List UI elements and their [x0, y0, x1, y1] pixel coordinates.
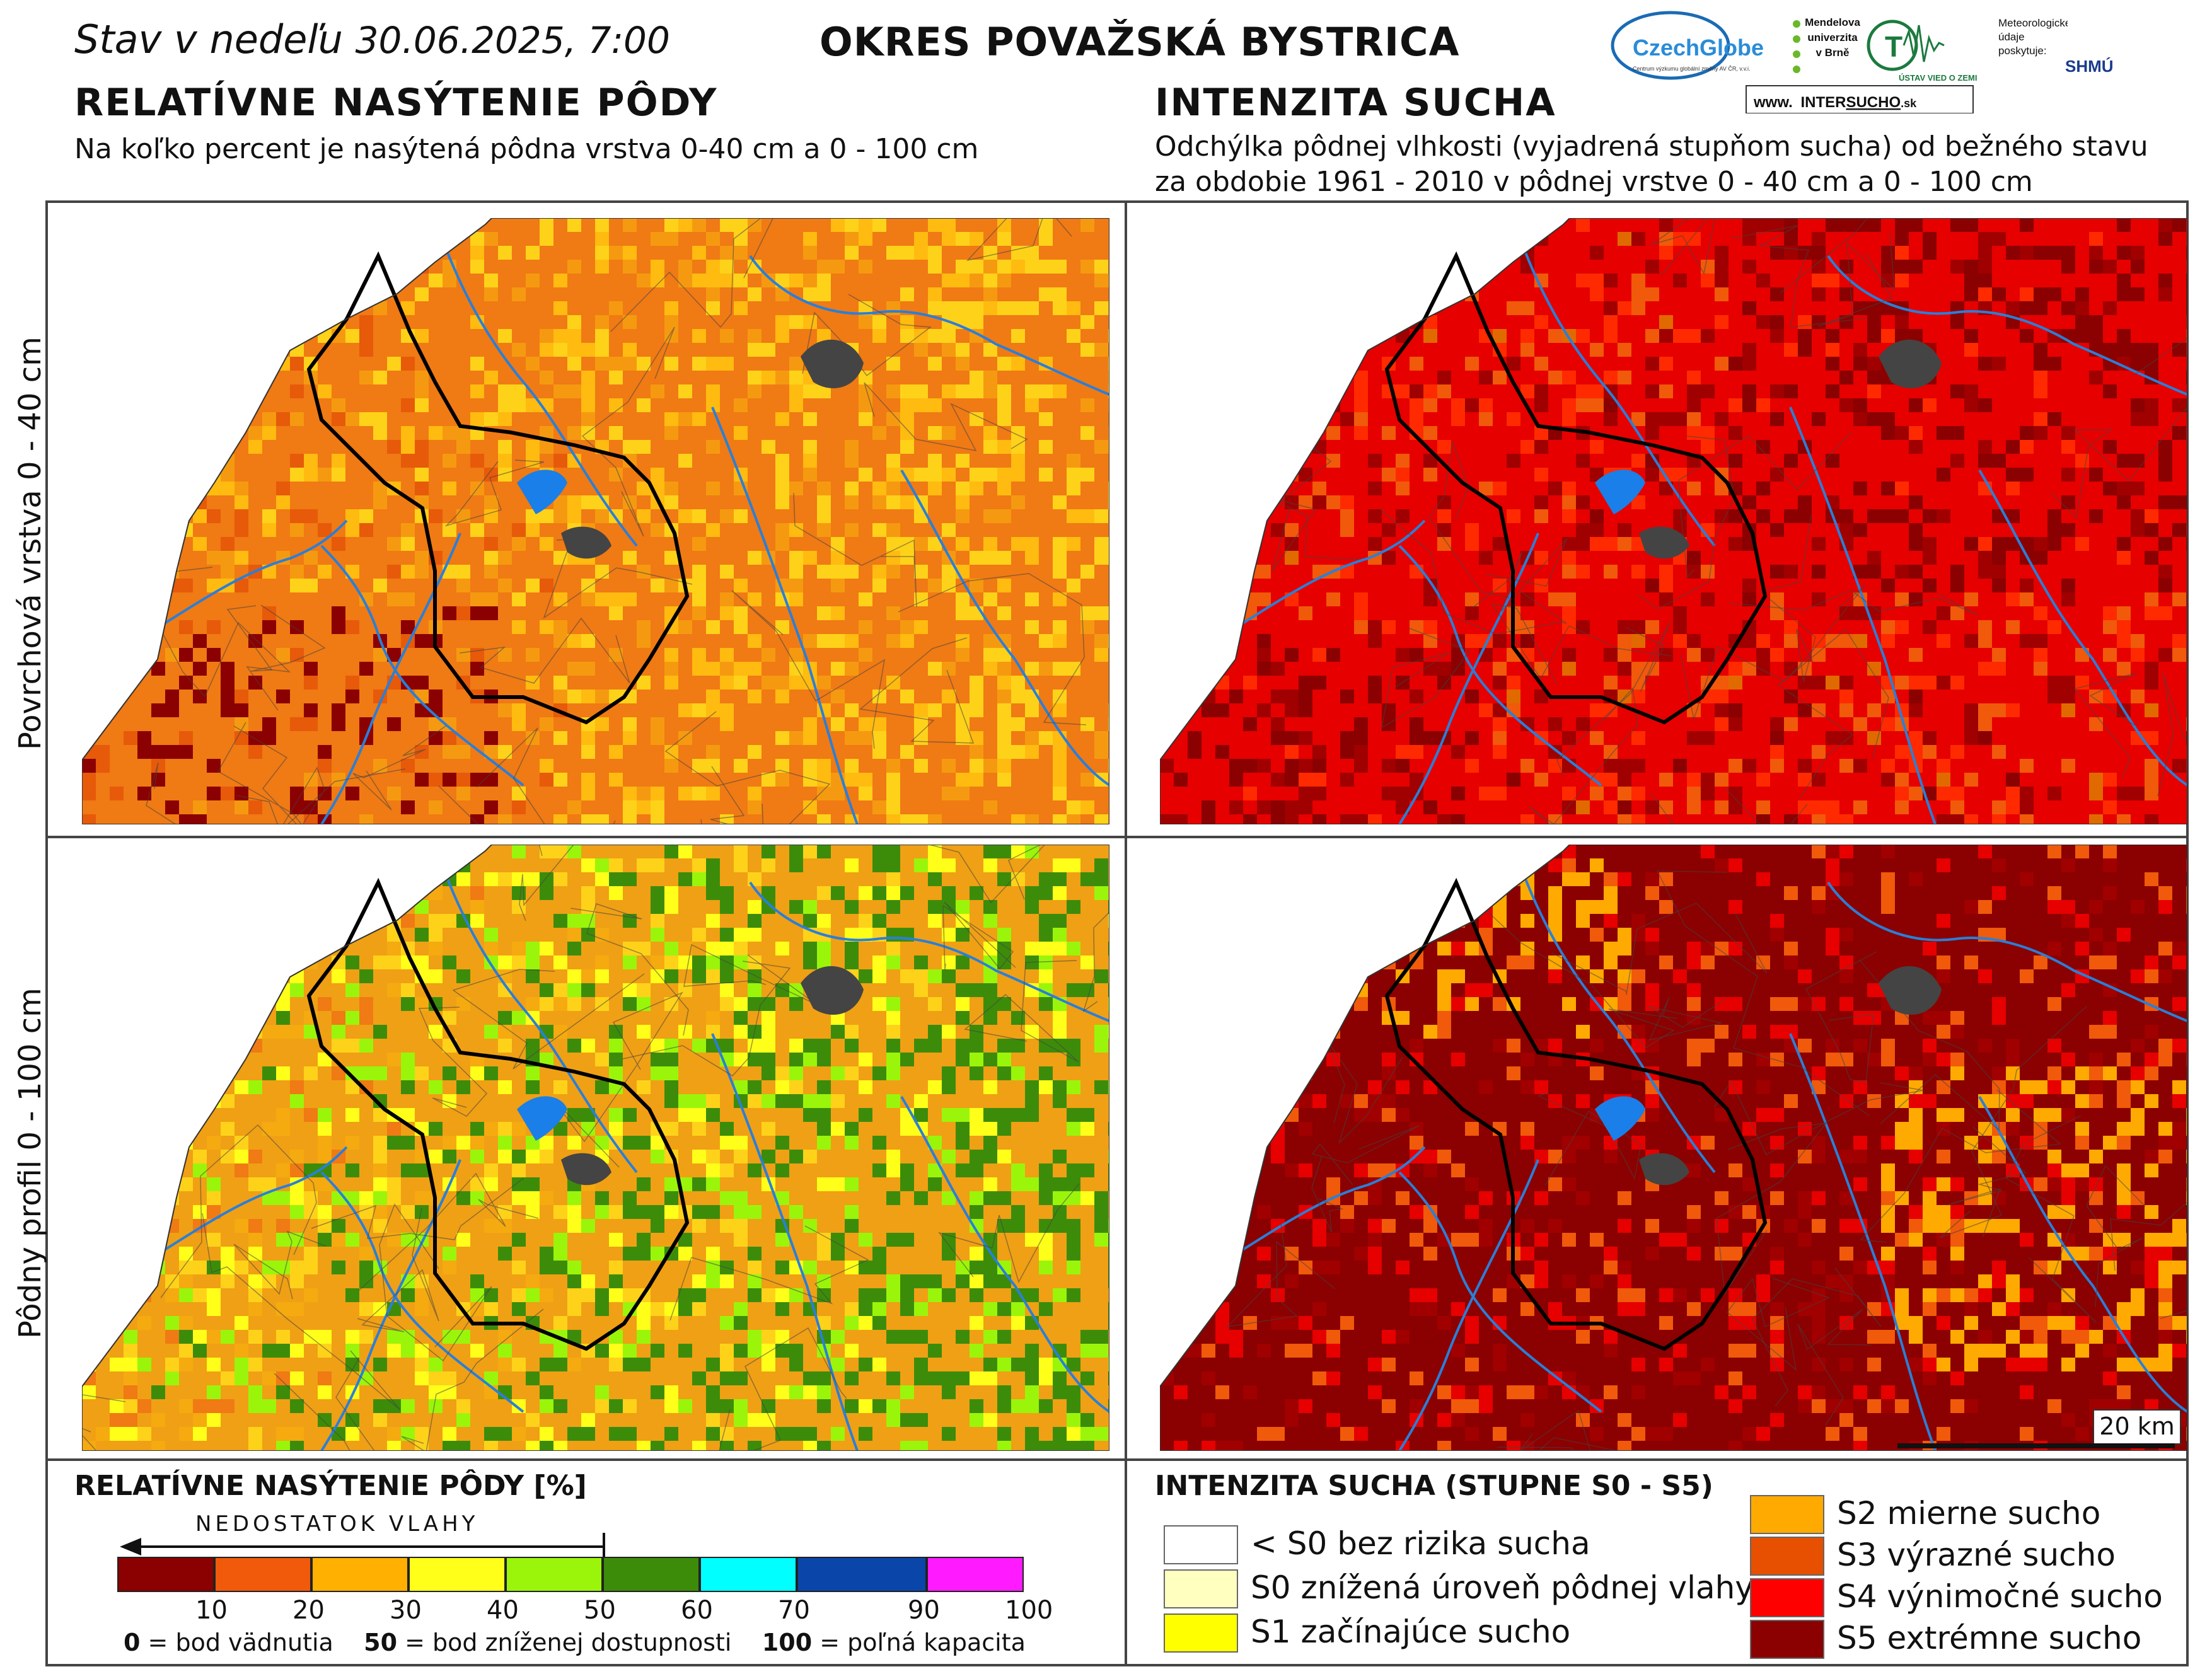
scale-cell: [506, 1557, 603, 1592]
scale-cell: [797, 1557, 927, 1592]
drought-subtitle-2: za obdobie 1961 - 2010 v pôdnej vrstve 0…: [1155, 166, 2033, 198]
district-title: OKRES POVAŽSKÁ BYSTRICA: [819, 19, 1460, 65]
drought-swatch: [1750, 1620, 1824, 1659]
intersucho-a: INTER: [1800, 94, 1846, 111]
scale-tick-label: 60: [681, 1596, 713, 1625]
date-label: Stav v nedeľu 30.06.2025, 7:00: [74, 16, 670, 62]
drought-label: S1 začínajúce sucho: [1251, 1613, 1571, 1650]
map-saturation-profile[interactable]: [82, 845, 1109, 1451]
note-0-text: = bod vädnutia: [140, 1629, 333, 1656]
scale-cell: [408, 1557, 506, 1592]
note-50-text: = bod zníženej dostupnosti: [397, 1629, 732, 1656]
scale-cell: [603, 1557, 700, 1592]
note-0: 0: [124, 1629, 141, 1656]
drought-subtitle-1: Odchýlka pôdnej vlhkosti (vyjadrená stup…: [1155, 130, 2148, 163]
logos-graphic: CzechGlobe Centrum výzkumu globální změn…: [1611, 11, 2114, 114]
note-100: 100: [761, 1629, 813, 1656]
svg-text:www. INTERSUCHO.sk: www. INTERSUCHO.sk: [1753, 94, 1917, 111]
map-saturation-topsoil[interactable]: [82, 218, 1109, 824]
scale-tick-label: 100: [1005, 1596, 1053, 1625]
row-divider: [45, 836, 2189, 838]
drought-swatch: [1164, 1525, 1238, 1564]
legend-divider: [45, 1458, 2189, 1461]
saturation-subtitle: Na koľko percent je nasýtená pôdna vrstv…: [74, 133, 979, 165]
drought-legend-title: INTENZITA SUCHA (STUPNE S0 - S5): [1155, 1470, 1713, 1502]
scale-tick-label: 70: [778, 1596, 810, 1625]
map-drought-topsoil[interactable]: [1160, 218, 2187, 824]
scale-tick-label: 90: [908, 1596, 940, 1625]
drought-label: S3 výrazné sucho: [1837, 1537, 2116, 1573]
deficit-arrow-label: NEDOSTATOK VLAHY: [195, 1511, 479, 1537]
saturation-title: RELATÍVNE NASÝTENIE PÔDY: [74, 81, 718, 125]
intersucho-prefix: www.: [1753, 94, 1793, 111]
map-saturation-topsoil-svg: [82, 218, 1109, 824]
scale-tick-label: 40: [487, 1596, 519, 1625]
shmu-logo-text: SHMÚ: [2065, 57, 2114, 76]
scale-tick-label: 50: [584, 1596, 616, 1625]
ustav-logo-text: ÚSTAV VIED O ZEMI: [1899, 73, 1977, 83]
intersucho-suffix: .sk: [1901, 97, 1917, 110]
intersucho-b: SUCHO: [1846, 94, 1901, 111]
scale-cell: [311, 1557, 408, 1592]
map-drought-profile[interactable]: [1160, 845, 2187, 1451]
saturation-legend-title: RELATÍVNE NASÝTENIE PÔDY [%]: [74, 1470, 587, 1502]
drought-label: S2 mierne sucho: [1837, 1495, 2101, 1532]
meteo-text: Meteorologické údaje poskytuje:: [1998, 17, 2068, 57]
drought-label: S5 extrémne sucho: [1837, 1620, 2142, 1656]
row-label-profile: Pôdny profil 0 - 100 cm: [13, 988, 48, 1339]
svg-text:T: T: [1885, 30, 1902, 63]
partner-logos: CzechGlobe Centrum výzkumu globální změn…: [1607, 6, 2194, 114]
date-value: 30.06.2025, 7:00: [355, 19, 670, 62]
deficit-arrow: [120, 1533, 605, 1558]
scale-cell: [700, 1557, 797, 1592]
drought-label: S4 výnimočné sucho: [1837, 1578, 2163, 1615]
note-100-text: = poľná kapacita: [812, 1629, 1026, 1656]
scale-cell: [927, 1557, 1024, 1592]
scale-tick-label: 20: [292, 1596, 325, 1625]
map-frame: [45, 200, 2189, 1666]
drought-label: < S0 bez rizika sucha: [1251, 1525, 1590, 1562]
note-50: 50: [364, 1629, 398, 1656]
drought-swatch: [1750, 1537, 1824, 1576]
map-drought-topsoil-svg: [1160, 218, 2187, 824]
scale-tick-label: 10: [195, 1596, 228, 1625]
scale-cell: [117, 1557, 214, 1592]
drought-swatch: [1750, 1578, 1824, 1617]
drought-swatch: [1164, 1613, 1238, 1653]
scale-tick-label: 30: [390, 1596, 422, 1625]
map-drought-profile-svg: [1160, 845, 2187, 1451]
czechglobe-logo-text: CzechGlobe: [1633, 35, 1764, 61]
date-prefix: Stav v nedeľu: [74, 16, 343, 62]
row-label-topsoil: Povrchová vrstva 0 - 40 cm: [13, 337, 48, 750]
drought-swatch: [1164, 1569, 1238, 1608]
czechglobe-sub-text: Centrum výzkumu globální změny AV ČR, v.…: [1633, 66, 1751, 72]
map-saturation-profile-svg: [82, 845, 1109, 1451]
drought-label: S0 znížená úroveň pôdnej vlahy: [1251, 1569, 1754, 1606]
drought-swatch: [1750, 1495, 1824, 1534]
saturation-legend-note: 0 = bod vädnutia 50 = bod zníženej dostu…: [124, 1629, 1026, 1656]
mendel-logo-text: Mendelova univerzita v Brně: [1805, 16, 1860, 59]
scale-bar-label: 20 km: [2093, 1409, 2181, 1445]
drought-title: INTENZITA SUCHA: [1155, 81, 1556, 125]
column-divider: [1125, 200, 1127, 1666]
scale-cell: [214, 1557, 311, 1592]
scale-bar: [1897, 1443, 2175, 1448]
